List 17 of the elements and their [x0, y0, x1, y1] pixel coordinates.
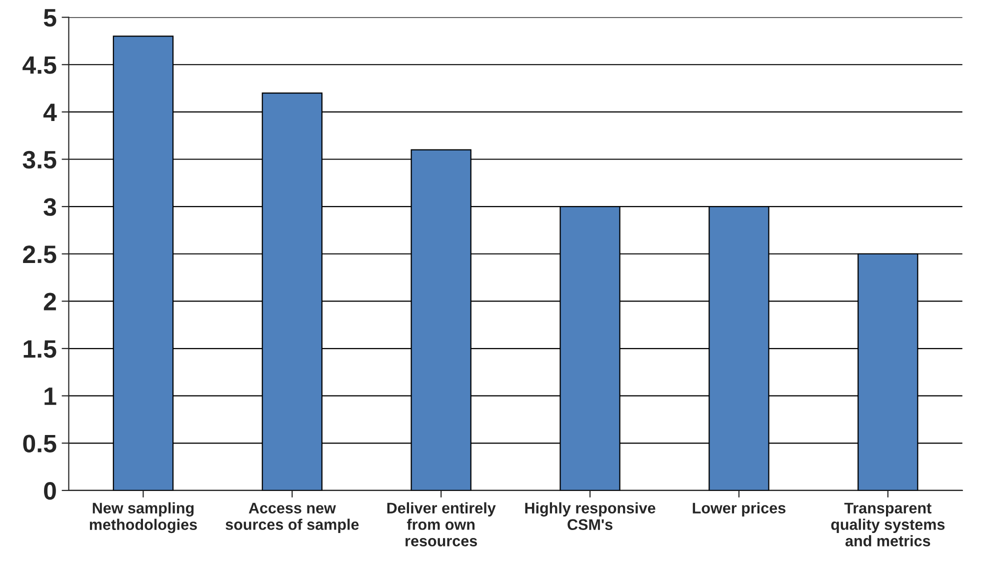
x-tick-label: Highly responsive CSM's — [525, 502, 656, 530]
y-tick-label: 2 — [44, 292, 56, 310]
y-tick-label: 1.5 — [24, 340, 56, 358]
y-tick-label: 5 — [44, 9, 56, 27]
x-tick-label: Access new sources of sample — [226, 502, 359, 533]
y-tick-label: 4 — [43, 104, 57, 121]
y-tick-label: 4.5 — [22, 56, 56, 74]
x-tick-label: Lower prices — [692, 502, 786, 516]
y-tick-label: 3 — [44, 198, 56, 216]
y-tick-label: 0.5 — [23, 434, 56, 452]
y-tick-label: 0 — [44, 482, 56, 500]
y-tick-label: 1 — [44, 388, 56, 405]
y-tick-label: 2.5 — [23, 245, 56, 264]
x-tick-label: Deliver entirely from own resources — [387, 502, 496, 546]
x-tick-label: New sampling methodologies — [90, 502, 197, 534]
y-tick-label: 3.5 — [22, 150, 56, 169]
x-tick-label: Transparent quality systems and metrics — [831, 502, 945, 546]
